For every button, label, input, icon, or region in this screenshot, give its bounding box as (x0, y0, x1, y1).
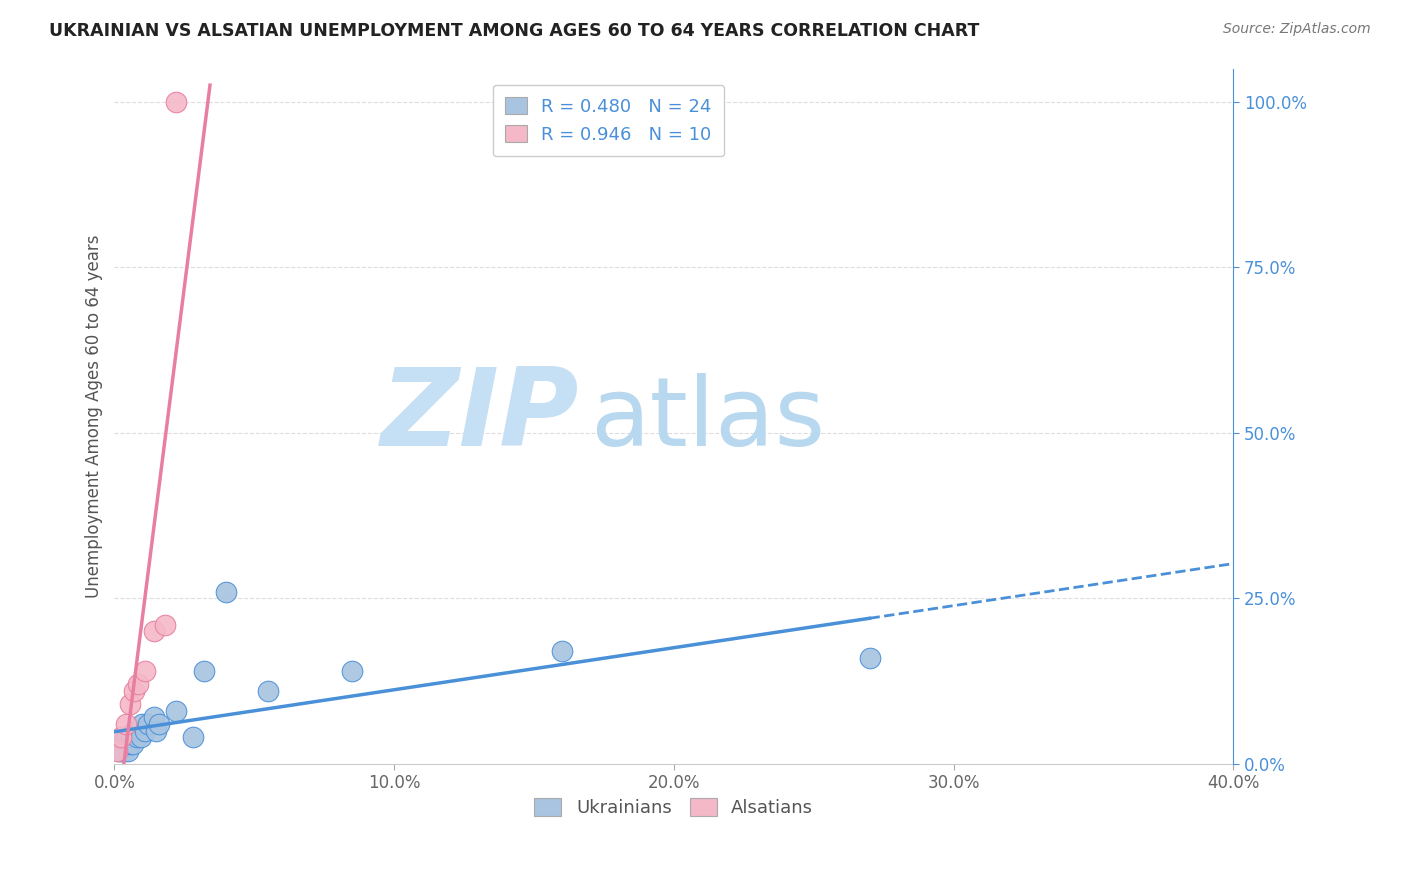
Point (108, 737, 131, 751)
Point (145, 723, 167, 738)
Point (107, 743, 129, 757)
Text: atlas: atlas (591, 373, 825, 467)
Point (114, 737, 136, 751)
Point (165, 95, 187, 109)
Point (131, 717, 153, 731)
Point (118, 697, 141, 711)
Point (105, 743, 128, 757)
Point (122, 684, 145, 698)
Point (148, 717, 170, 731)
Point (120, 731, 142, 745)
Point (112, 743, 135, 757)
Point (165, 704, 187, 718)
Point (193, 664, 215, 678)
Text: ZIP: ZIP (381, 363, 579, 469)
Point (858, 651, 880, 665)
Point (118, 737, 141, 751)
Point (128, 723, 150, 738)
Point (121, 737, 143, 751)
Point (215, 584, 238, 599)
Point (127, 677, 149, 691)
Point (134, 723, 156, 738)
Point (142, 624, 165, 639)
Point (134, 664, 156, 678)
Point (181, 731, 204, 745)
Point (257, 684, 280, 698)
Point (136, 717, 159, 731)
Text: UKRAINIAN VS ALSATIAN UNEMPLOYMENT AMONG AGES 60 TO 64 YEARS CORRELATION CHART: UKRAINIAN VS ALSATIAN UNEMPLOYMENT AMONG… (49, 22, 980, 40)
Point (114, 717, 136, 731)
Point (551, 644, 574, 658)
Y-axis label: Unemployment Among Ages 60 to 64 years: Unemployment Among Ages 60 to 64 years (86, 235, 103, 598)
Point (142, 710, 165, 724)
Point (122, 723, 145, 738)
Point (115, 731, 138, 745)
Point (110, 743, 132, 757)
Point (117, 743, 139, 757)
Text: Source: ZipAtlas.com: Source: ZipAtlas.com (1223, 22, 1371, 37)
Point (125, 731, 148, 745)
Point (110, 731, 132, 745)
Point (111, 737, 134, 751)
Point (129, 731, 152, 745)
Point (340, 664, 363, 678)
Legend: Ukrainians, Alsatians: Ukrainians, Alsatians (527, 791, 821, 824)
Point (153, 617, 176, 632)
